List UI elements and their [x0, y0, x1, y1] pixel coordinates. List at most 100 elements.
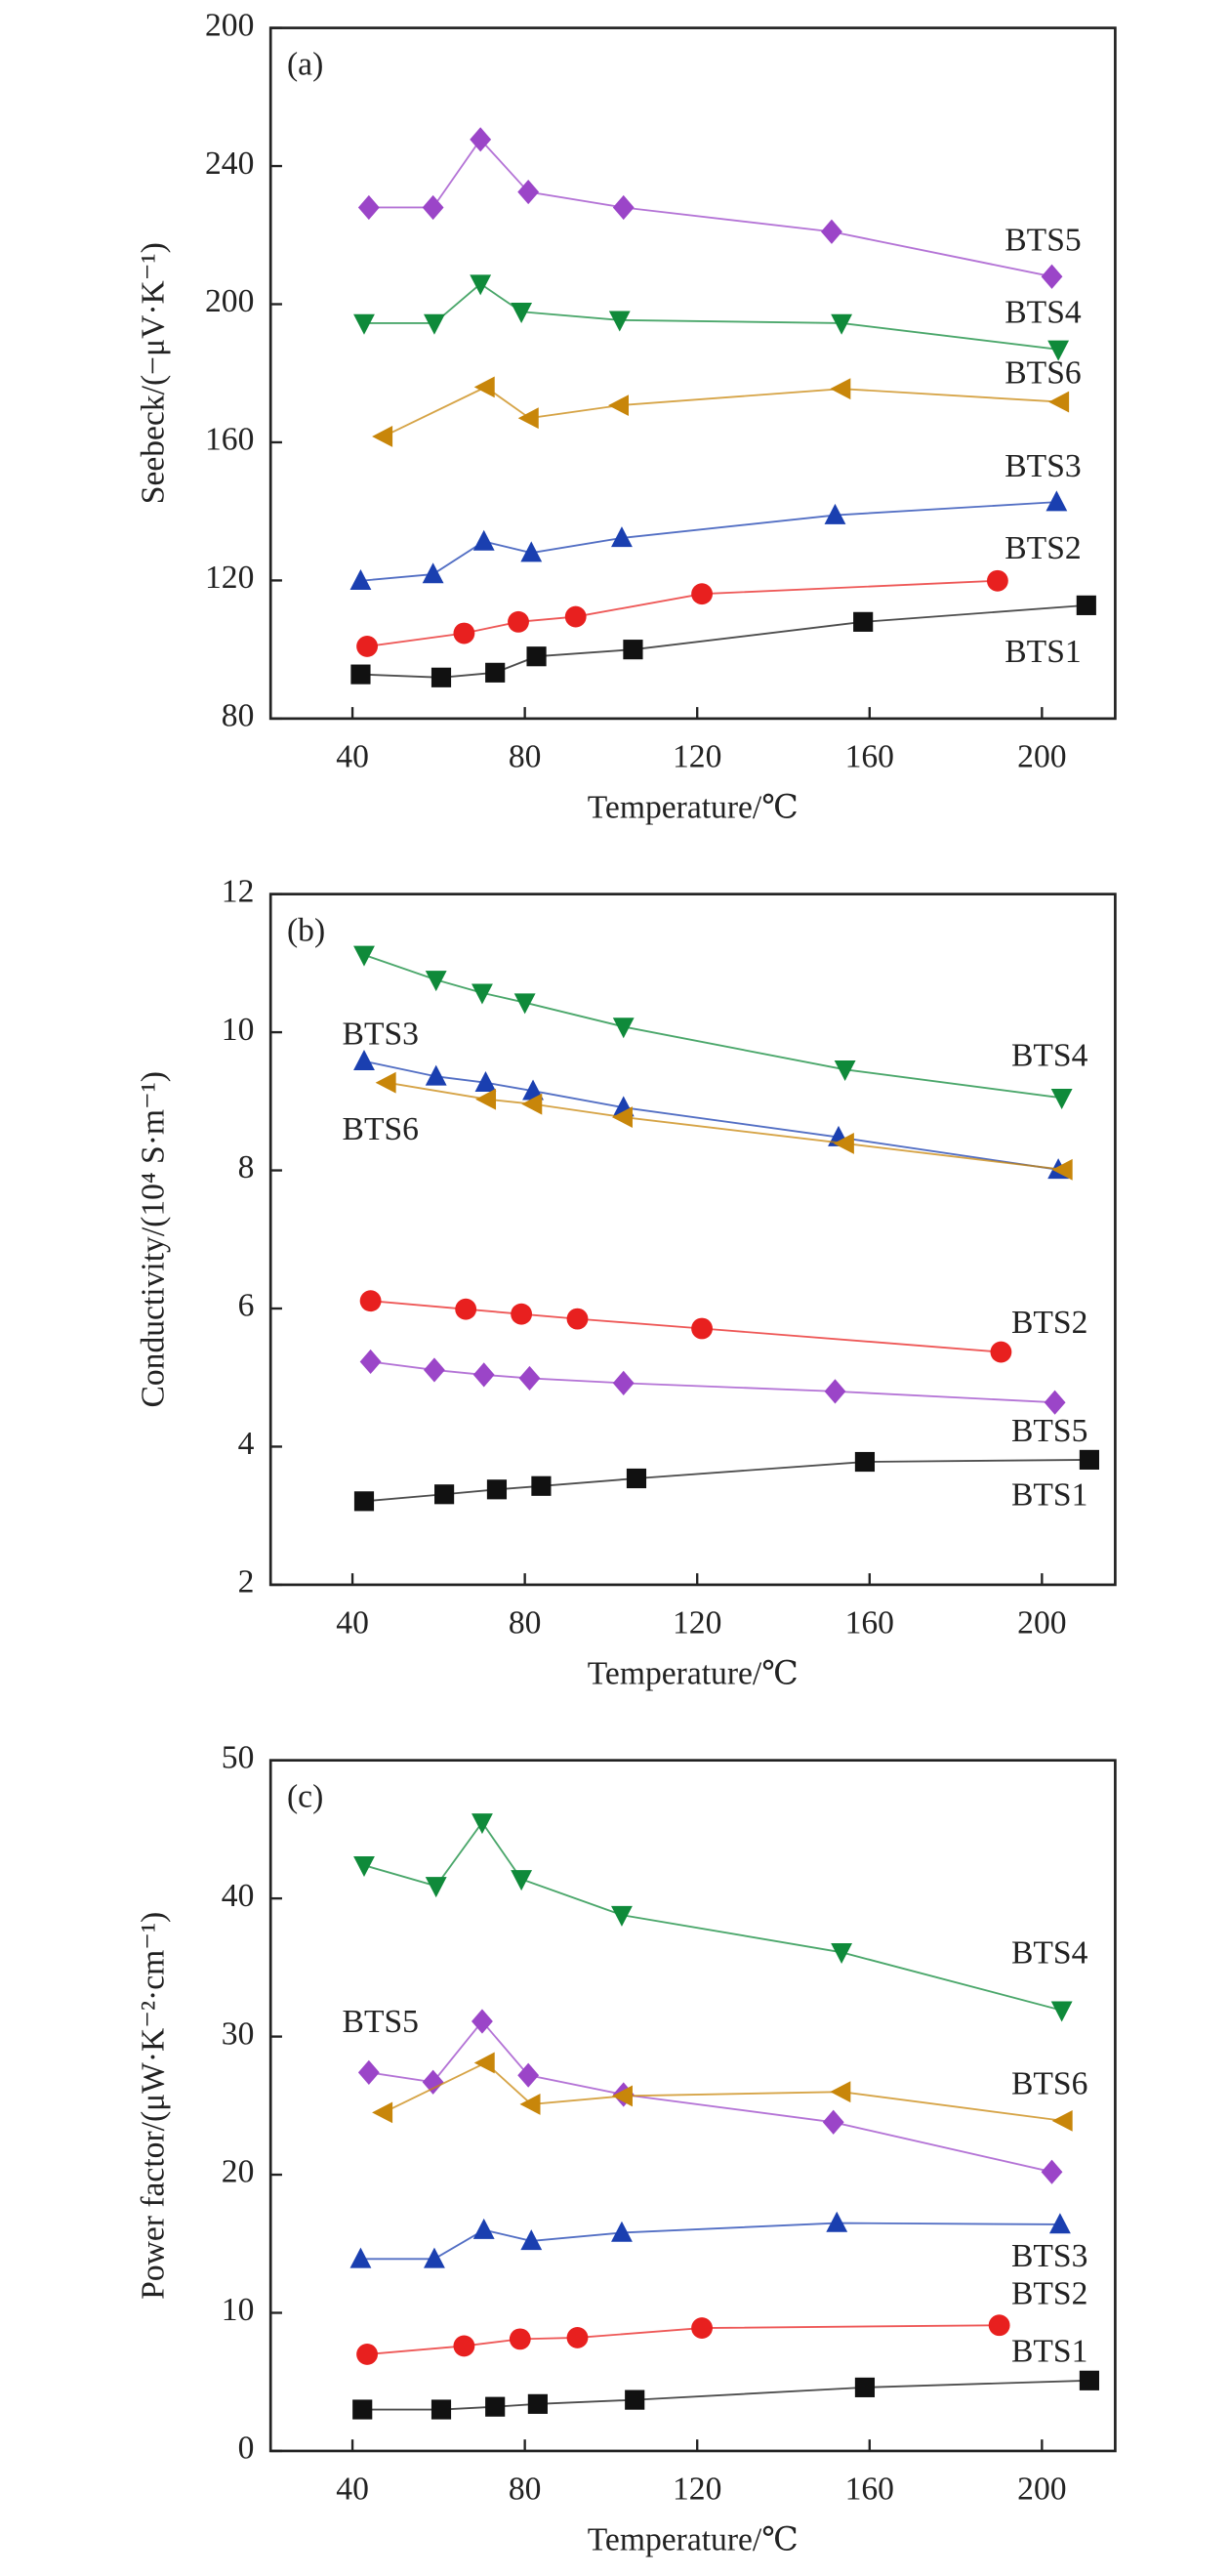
- data-point: [372, 2101, 393, 2124]
- data-point: [485, 662, 506, 683]
- data-point: [357, 194, 380, 221]
- data-point: [834, 1060, 856, 1082]
- data-point: [472, 2009, 493, 2034]
- data-point: [353, 1855, 375, 1877]
- series-label: BTS4: [1011, 1037, 1088, 1073]
- panel-label: (b): [287, 913, 325, 949]
- y-axis-label: Conductivity/(10⁴ S·m⁻¹): [135, 1071, 171, 1408]
- data-point: [527, 2393, 548, 2414]
- data-point: [518, 1365, 541, 1392]
- data-point: [424, 1357, 445, 1383]
- y-tick-label: 10: [222, 2292, 255, 2328]
- data-point: [352, 2399, 373, 2420]
- series-line: [363, 953, 1062, 1100]
- series-line: [383, 2061, 1064, 2122]
- data-point: [831, 313, 853, 335]
- data-point: [566, 2327, 589, 2348]
- y-tick-label: 10: [222, 1012, 255, 1048]
- x-tick-label: 160: [845, 739, 894, 775]
- data-point: [607, 395, 629, 417]
- plot-frame: [268, 26, 1117, 721]
- data-point: [472, 529, 495, 551]
- series-line: [362, 2379, 1089, 2411]
- data-point: [1076, 595, 1096, 615]
- y-axis-label: Seebeck/(−μV·K⁻¹): [135, 242, 171, 504]
- data-point: [517, 179, 540, 205]
- data-point: [611, 2085, 633, 2107]
- series-line: [360, 2222, 1060, 2261]
- series-line: [367, 2324, 1000, 2355]
- series-label: BTS2: [1004, 530, 1081, 566]
- series-line: [366, 579, 998, 647]
- series-label: BTS5: [343, 2004, 419, 2040]
- series-line: [368, 2019, 1052, 2174]
- data-point: [472, 983, 493, 1005]
- data-point: [485, 2396, 506, 2417]
- series-line: [363, 1820, 1062, 2012]
- y-tick-label: 2: [238, 1564, 255, 1600]
- data-point: [375, 1071, 396, 1094]
- y-tick-label: 12: [222, 873, 255, 909]
- data-point: [520, 541, 543, 562]
- y-tick-label: 200: [205, 7, 254, 43]
- plot-frame: [268, 893, 1117, 1587]
- data-point: [453, 2335, 475, 2357]
- data-point: [526, 646, 547, 667]
- data-point: [612, 194, 635, 221]
- data-point: [854, 1451, 876, 1473]
- panel-label: (a): [287, 47, 323, 83]
- data-point: [430, 667, 452, 687]
- data-point: [425, 971, 447, 992]
- data-point: [356, 2344, 378, 2365]
- data-point: [1041, 264, 1063, 289]
- data-point: [830, 378, 851, 400]
- x-tick-label: 120: [673, 1605, 721, 1641]
- data-point: [611, 1905, 633, 1927]
- series-label: BTS5: [1004, 222, 1081, 258]
- data-point: [486, 1479, 508, 1500]
- data-point: [473, 376, 495, 398]
- series-label: BTS4: [1004, 294, 1082, 330]
- data-point: [470, 274, 492, 296]
- data-point: [986, 569, 1008, 592]
- data-point: [1048, 2213, 1071, 2234]
- data-point: [821, 219, 842, 244]
- x-tick-label: 200: [1017, 739, 1066, 775]
- series-line: [370, 1300, 1002, 1353]
- data-point: [691, 2317, 713, 2339]
- x-tick-label: 200: [1017, 1605, 1066, 1641]
- data-point: [511, 1870, 533, 1891]
- data-point: [521, 1093, 543, 1115]
- data-point: [424, 313, 445, 335]
- data-point: [833, 1133, 854, 1154]
- x-tick-label: 40: [336, 739, 369, 775]
- x-tick-label: 80: [509, 2472, 542, 2508]
- series-line: [363, 1059, 1059, 1171]
- y-axis-label: Power factor/(μW·K⁻²·cm⁻¹): [135, 1912, 171, 2300]
- data-point: [1044, 1390, 1066, 1415]
- data-point: [1047, 340, 1070, 361]
- x-tick-label: 120: [673, 739, 721, 775]
- data-point: [349, 2247, 372, 2268]
- series-label: BTS3: [1011, 2238, 1087, 2274]
- data-point: [1050, 2001, 1073, 2022]
- series-label: BTS1: [1011, 2334, 1087, 2370]
- series-label: BTS2: [1011, 1305, 1087, 1341]
- data-point: [453, 622, 475, 644]
- series-label: BTS1: [1011, 1477, 1087, 1514]
- data-point: [353, 945, 375, 967]
- data-point: [474, 1070, 497, 1092]
- data-point: [1048, 391, 1070, 413]
- data-point: [353, 1491, 375, 1512]
- data-point: [691, 1317, 713, 1340]
- data-point: [990, 1341, 1012, 1363]
- series-label: BTS3: [1004, 448, 1081, 484]
- series-label: BTS6: [1004, 354, 1081, 391]
- series-label: BTS6: [343, 1111, 419, 1147]
- data-point: [611, 2221, 633, 2242]
- x-axis-label: Temperature/℃: [588, 2522, 799, 2558]
- data-point: [1079, 1449, 1099, 1470]
- data-point: [422, 2069, 444, 2095]
- plot-frame: [268, 1759, 1117, 2453]
